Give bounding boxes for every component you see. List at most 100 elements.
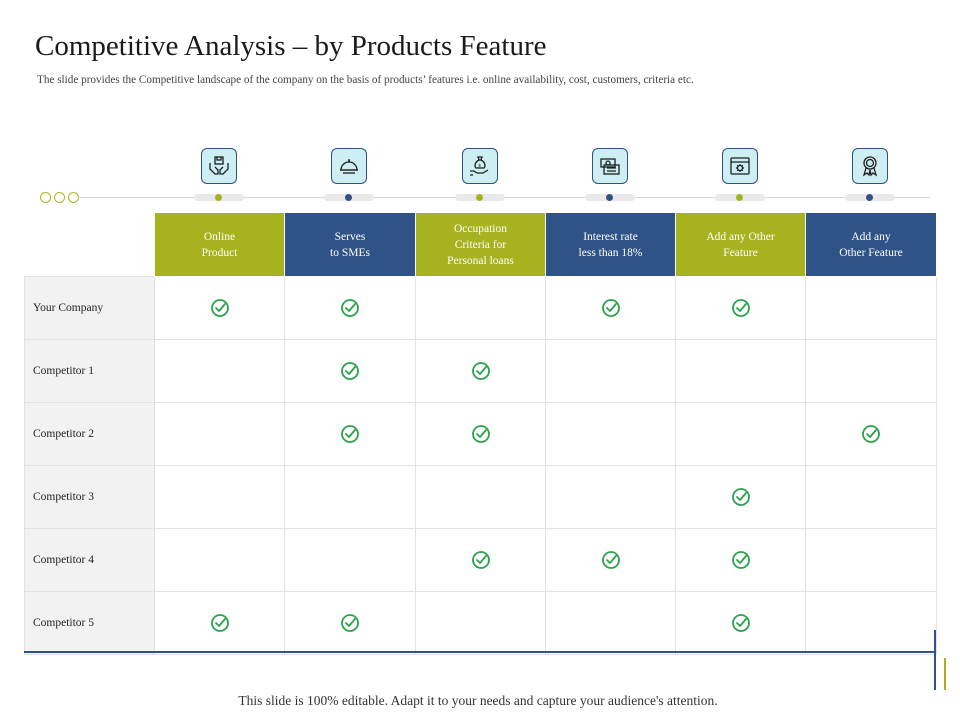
check-icon (340, 613, 360, 633)
column-header-line: Serves (334, 230, 366, 243)
table-row: Competitor 3 (24, 465, 937, 529)
table-row: Competitor 4 (24, 528, 937, 592)
table-cell (805, 339, 937, 403)
table-cell (545, 339, 676, 403)
table-cell (284, 528, 416, 592)
accent-bar-green (944, 658, 946, 690)
table-cell (154, 276, 285, 340)
browser-gear-icon (722, 148, 758, 184)
timeline-marker-dot (606, 194, 613, 201)
table-cell (675, 465, 806, 529)
slide-title: Competitive Analysis – by Products Featu… (35, 30, 547, 62)
check-icon (340, 361, 360, 381)
hands-box-icon (201, 148, 237, 184)
check-icon (471, 361, 491, 381)
row-label: Competitor 5 (24, 591, 155, 655)
column-header: Interest rate less than 18% (545, 212, 676, 277)
table-cell (284, 591, 416, 655)
table-corner (24, 212, 155, 277)
table-cell (154, 591, 285, 655)
column-header: Add any Other Feature (675, 212, 806, 277)
column-header-line: less than 18% (578, 246, 643, 259)
column-header-line: Add any Other (706, 230, 775, 243)
table-cell (154, 402, 285, 466)
check-icon (340, 298, 360, 318)
accent-bar-blue (934, 630, 936, 690)
table-cell (675, 276, 806, 340)
check-icon (210, 298, 230, 318)
table-cell (675, 339, 806, 403)
table-cell (675, 402, 806, 466)
feature-icon-column (545, 148, 675, 208)
table-row: Competitor 1 (24, 339, 937, 403)
column-header-line: Online (203, 230, 236, 243)
timeline-marker-dot (476, 194, 483, 201)
table-cell (154, 465, 285, 529)
table-cell (545, 402, 676, 466)
timeline-circle (40, 192, 51, 203)
table-cell (284, 465, 416, 529)
table-cell (545, 528, 676, 592)
row-label: Competitor 1 (24, 339, 155, 403)
bottom-divider (24, 651, 936, 653)
check-icon (731, 298, 751, 318)
table-cell (415, 465, 546, 529)
column-header: Serves to SMEs (284, 212, 416, 277)
footer-note: This slide is 100% editable. Adapt it to… (238, 693, 718, 708)
table-cell (675, 528, 806, 592)
feature-icon-column (675, 148, 805, 208)
column-header: Occupation Criteria for Personal loans (415, 212, 546, 277)
column-header-line: Interest rate (583, 230, 638, 243)
check-icon (210, 613, 230, 633)
column-header-line: Criteria for (454, 238, 507, 251)
table-cell (805, 276, 937, 340)
award-ribbon-icon (852, 148, 888, 184)
table-cell (675, 591, 806, 655)
slide-subtitle: The slide provides the Competitive lands… (37, 74, 694, 86)
table-row: Competitor 2 (24, 402, 937, 466)
timeline-marker-dot (736, 194, 743, 201)
table-cell (284, 339, 416, 403)
table-cell (805, 465, 937, 529)
check-icon (731, 487, 751, 507)
check-icon (601, 298, 621, 318)
table-cell (805, 402, 937, 466)
feature-icon-column (284, 148, 414, 208)
table-row: Competitor 5 (24, 591, 937, 655)
table-cell (284, 276, 416, 340)
column-header-line: Product (201, 246, 238, 259)
row-label: Competitor 2 (24, 402, 155, 466)
table-cell (415, 276, 546, 340)
table-cell (805, 591, 937, 655)
column-header: Online Product (154, 212, 285, 277)
cash-stack-icon (592, 148, 628, 184)
column-header-line: Feature (723, 246, 758, 259)
check-icon (471, 550, 491, 570)
check-icon (731, 550, 751, 570)
table-cell (415, 528, 546, 592)
feature-icon-column: $ (415, 148, 545, 208)
table-cell (284, 402, 416, 466)
row-label: Competitor 3 (24, 465, 155, 529)
timeline-circle (54, 192, 65, 203)
comparison-table: Online Product Serves to SMEs Occupation Crit… (24, 212, 937, 655)
column-header-line: to SMEs (330, 246, 370, 259)
table-row: Your Company (24, 276, 937, 340)
column-header-line: Occupation (453, 222, 507, 235)
money-bag-hand-icon: $ (462, 148, 498, 184)
check-icon (731, 613, 751, 633)
table-cell (415, 339, 546, 403)
service-bell-icon (331, 148, 367, 184)
check-icon (861, 424, 881, 444)
timeline-marker-dot (866, 194, 873, 201)
row-label: Your Company (24, 276, 155, 340)
table-cell (154, 339, 285, 403)
table-header-row: Online Product Serves to SMEs Occupation Crit… (24, 212, 937, 277)
table-cell (805, 528, 937, 592)
row-label: Competitor 4 (24, 528, 155, 592)
column-header-line: Add any (851, 230, 891, 243)
check-icon (340, 424, 360, 444)
table-cell (415, 591, 546, 655)
table-cell (154, 528, 285, 592)
feature-icon-column (805, 148, 935, 208)
